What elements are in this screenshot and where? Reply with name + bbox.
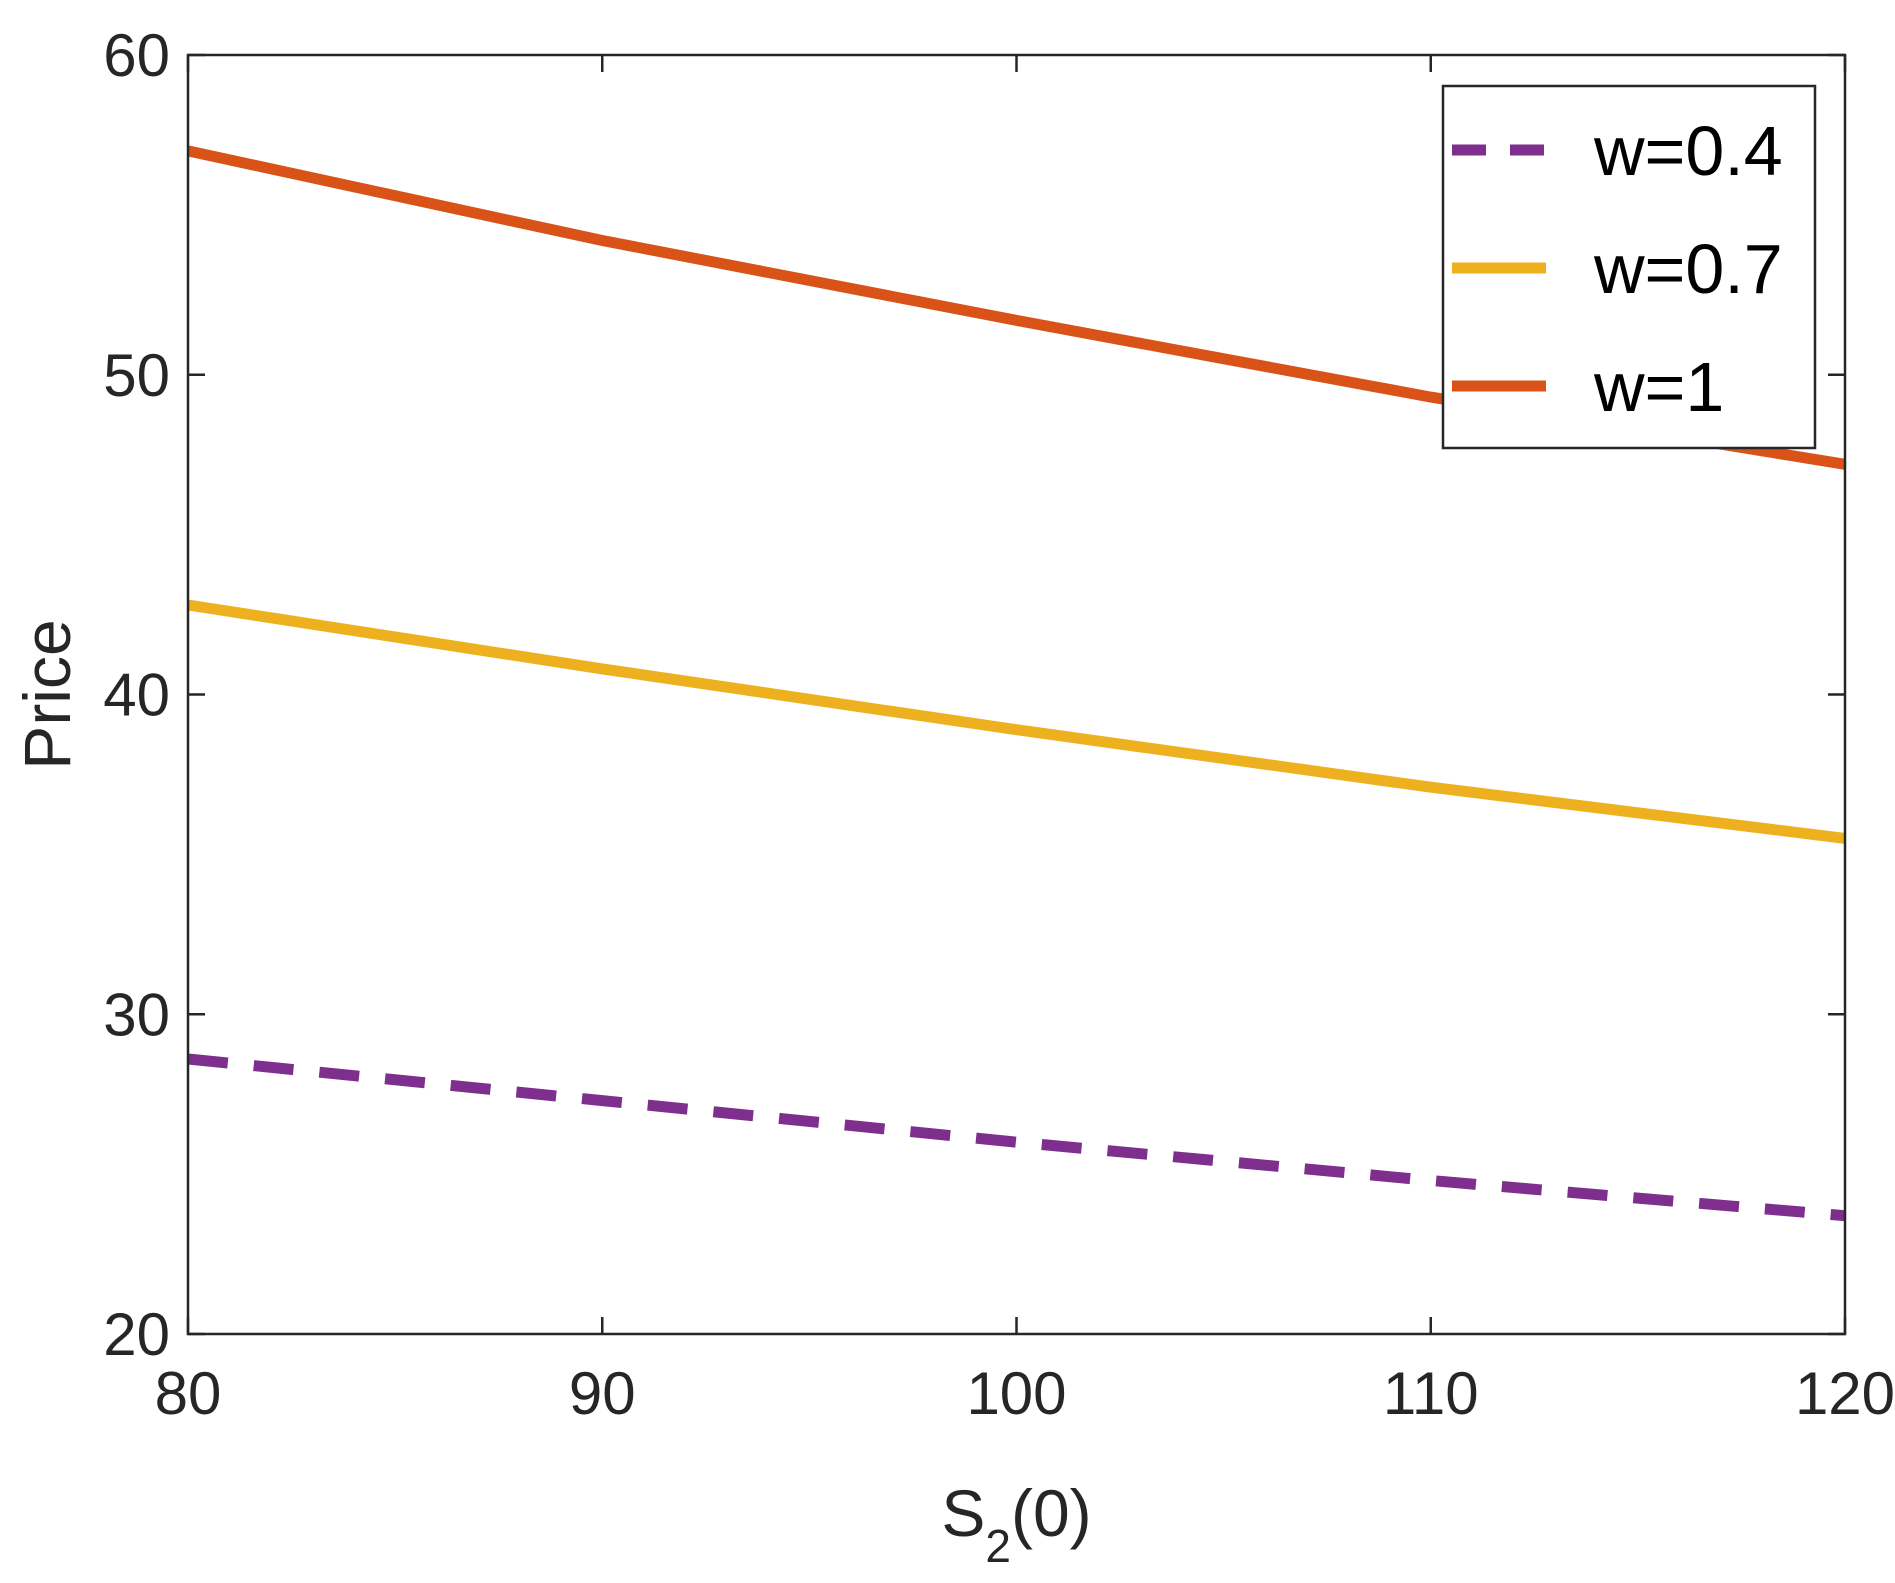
legend-label-1: w=0.4 xyxy=(1593,112,1783,190)
ticks-layer: 80 90 100 110 120 20 30 40 50 60 xyxy=(103,22,1895,1427)
x-axis-label-main: S xyxy=(941,1476,985,1550)
legend-label-2: w=0.7 xyxy=(1593,230,1783,308)
x-axis-label-suffix: (0) xyxy=(1011,1476,1092,1550)
x-tick-label-2: 90 xyxy=(569,1360,636,1427)
x-axis-label-subscript: 2 xyxy=(985,1520,1011,1572)
y-tick-label-5: 60 xyxy=(103,22,170,89)
legend-label-3: w=1 xyxy=(1593,348,1724,426)
x-axis-label: S2(0) xyxy=(941,1476,1091,1572)
y-tick-label-3: 40 xyxy=(103,662,170,729)
x-tick-label-1: 80 xyxy=(155,1360,222,1427)
y-tick-label-2: 30 xyxy=(103,981,170,1048)
y-axis-label: Price xyxy=(10,619,84,769)
y-tick-label-1: 20 xyxy=(103,1301,170,1368)
series-line-2 xyxy=(187,599,1846,844)
legend: w=0.4 w=0.7 w=1 xyxy=(1441,84,1817,450)
y-tick-label-4: 50 xyxy=(103,342,170,409)
x-tick-label-5: 120 xyxy=(1795,1360,1895,1427)
x-tick-label-3: 100 xyxy=(966,1360,1066,1427)
labels-layer: S2(0) Price xyxy=(10,619,1092,1572)
series-line-1 xyxy=(187,1053,1846,1222)
x-tick-label-4: 110 xyxy=(1383,1360,1479,1427)
